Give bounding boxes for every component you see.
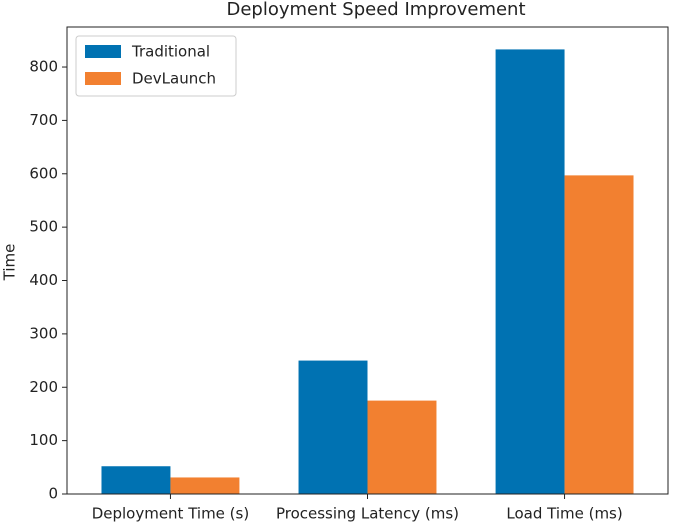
y-tick-label: 500 <box>29 218 58 236</box>
legend-swatch <box>85 45 121 58</box>
y-tick-label: 300 <box>29 324 58 342</box>
legend-label: DevLaunch <box>132 70 216 88</box>
legend-swatch <box>85 72 121 85</box>
x-tick-label: Load Time (ms) <box>506 505 622 523</box>
bar <box>495 49 565 494</box>
y-tick-label: 700 <box>29 111 58 129</box>
y-tick-label: 400 <box>29 271 58 289</box>
x-tick-label: Deployment Time (s) <box>92 505 250 523</box>
bar <box>564 175 634 495</box>
y-tick-label: 800 <box>29 58 58 76</box>
y-tick-label: 600 <box>29 164 58 182</box>
bar <box>298 360 368 494</box>
y-tick-label: 200 <box>29 378 58 396</box>
chart-title: Deployment Speed Improvement <box>226 0 525 20</box>
plot-frame <box>66 26 669 495</box>
y-tick-label: 100 <box>29 431 58 449</box>
bar <box>101 466 171 494</box>
x-tick-label: Processing Latency (ms) <box>276 505 459 523</box>
bar <box>170 477 240 494</box>
y-tick-label: 0 <box>48 485 58 503</box>
y-axis-label: Time <box>1 244 19 282</box>
legend-label: Traditional <box>131 43 210 61</box>
bar <box>367 400 437 494</box>
